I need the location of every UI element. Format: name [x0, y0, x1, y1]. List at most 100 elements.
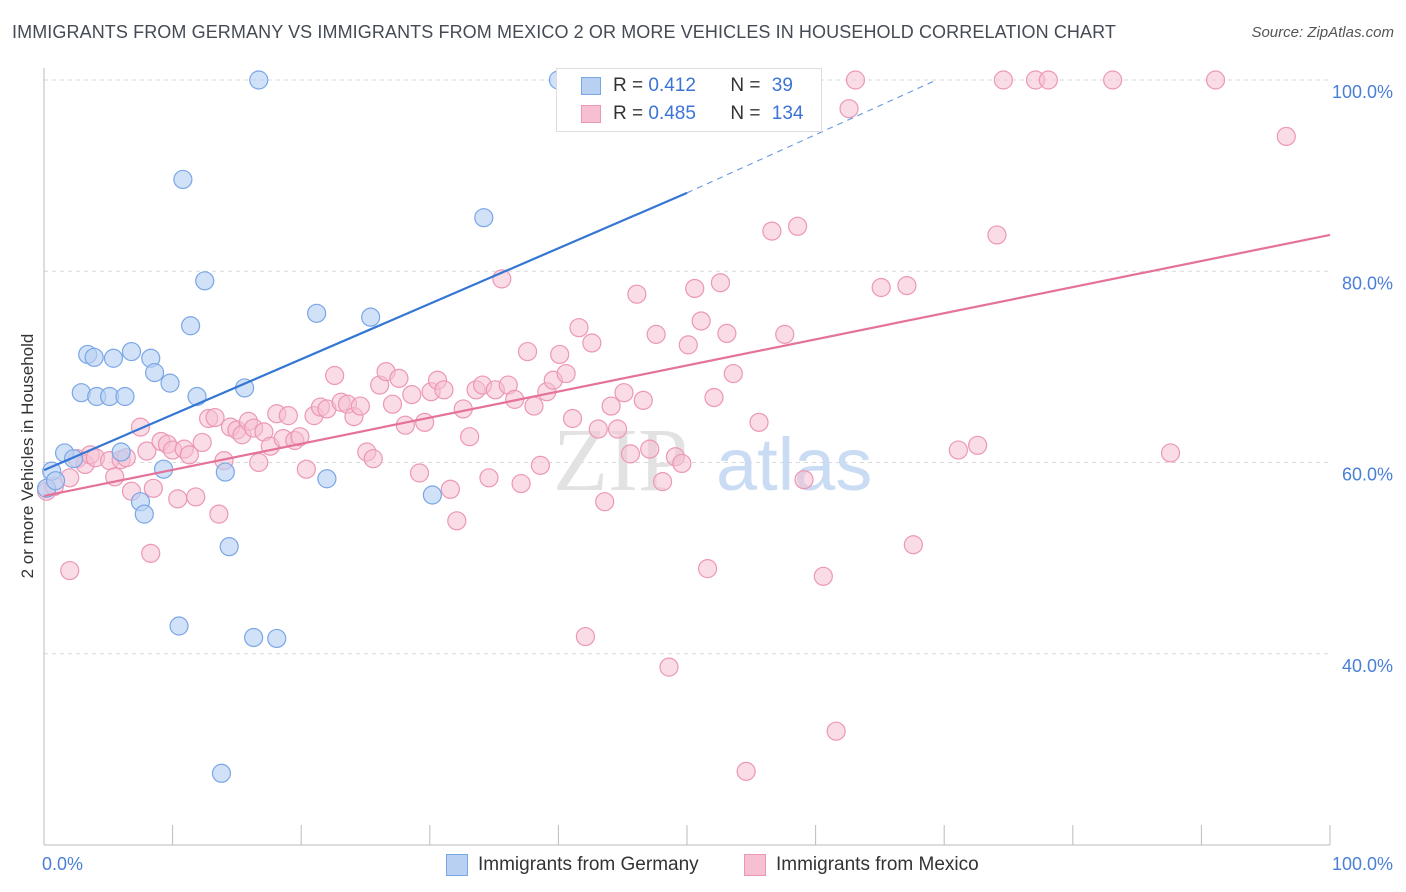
mexico-legend-label: Immigrants from Mexico: [776, 854, 979, 875]
mexico-point: [249, 452, 269, 473]
germany-point: [45, 471, 66, 491]
mexico-point: [794, 470, 814, 490]
germany-point: [169, 616, 189, 636]
mexico-point: [787, 216, 808, 236]
mexico-point: [749, 412, 769, 432]
y-tick-label: 100.0%: [1332, 82, 1393, 102]
germany-point: [219, 537, 239, 557]
mexico-point: [826, 721, 846, 741]
x-tick-label-end: 100.0%: [1332, 854, 1393, 874]
germany-point: [307, 303, 327, 323]
mexico-r-label: R =: [613, 103, 644, 124]
trend-lines: [43, 79, 1331, 498]
legend-row-germany: R = 0.412 N = 39: [557, 74, 793, 98]
mexico-point: [717, 323, 737, 344]
mexico-point: [550, 344, 570, 365]
y-tick-label: 60.0%: [1342, 465, 1393, 485]
mexico-point: [479, 468, 499, 488]
mexico-point: [839, 99, 859, 119]
mexico-n-value: 134: [771, 103, 804, 124]
mexico-point: [278, 406, 298, 426]
germany-point: [187, 386, 207, 407]
grid-lines: [44, 79, 1330, 655]
mexico-point: [143, 478, 163, 498]
mexico-point: [588, 419, 608, 439]
source-label: Source: ZipAtlas.com: [1251, 24, 1394, 41]
germany-point: [267, 628, 287, 649]
mexico-point: [130, 417, 151, 437]
germany-r-value: 0.412: [648, 75, 696, 96]
mexico-point: [517, 341, 538, 362]
mexico-point: [762, 221, 782, 241]
mexico-point: [395, 415, 415, 435]
germany-point: [422, 485, 442, 505]
germany-r-label: R =: [613, 75, 644, 96]
mexico-point: [556, 363, 576, 384]
x-tick-label-start: 0.0%: [42, 854, 83, 874]
mexico-point: [402, 385, 422, 405]
mexico-point: [1103, 70, 1123, 90]
chart-title: IMMIGRANTS FROM GERMANY VS IMMIGRANTS FR…: [12, 22, 1117, 42]
mexico-point: [897, 275, 917, 296]
legend-item-germany: Immigrants from Germany: [446, 852, 699, 878]
mexico-point: [968, 435, 988, 455]
germany-point: [215, 462, 235, 482]
mexico-point: [460, 427, 480, 447]
germany-point: [195, 271, 215, 291]
mexico-point: [871, 277, 891, 298]
stats-legend: R = 0.412 N = 39 R = 0.485 N = 134: [556, 68, 822, 132]
axes: [43, 68, 1331, 846]
germany-point: [153, 459, 174, 479]
germany-points: [36, 70, 661, 783]
mexico-point: [389, 368, 409, 388]
mexico-legend-swatch: [744, 854, 766, 876]
germany-point: [474, 208, 494, 228]
germany-point: [134, 504, 154, 524]
germany-point: [111, 442, 131, 462]
germany-point: [160, 373, 180, 393]
mexico-point: [697, 559, 718, 579]
germany-legend-swatch: [446, 854, 468, 876]
mexico-point: [903, 535, 923, 555]
mexico-point: [363, 449, 383, 469]
germany-point: [211, 763, 232, 783]
mexico-point: [325, 365, 345, 386]
germany-point: [361, 307, 381, 327]
mexico-point: [775, 324, 795, 344]
mexico-point: [415, 412, 435, 432]
y-tick-label: 80.0%: [1342, 273, 1393, 293]
mexico-point: [1160, 443, 1181, 463]
germany-point: [144, 363, 165, 383]
mexico-point: [440, 479, 460, 499]
mexico-point: [1205, 70, 1226, 90]
mexico-point: [192, 432, 212, 453]
mexico-point: [524, 396, 544, 416]
watermark-atlas: atlas: [716, 423, 872, 506]
mexico-point: [575, 626, 596, 647]
mexico-point: [447, 511, 467, 531]
mexico-point: [659, 657, 679, 677]
mexico-point: [60, 560, 80, 581]
tick-labels: 40.0% 60.0% 80.0% 100.0% 0.0% 100.0%: [42, 82, 1393, 874]
mexico-point: [704, 387, 724, 408]
germany-point: [103, 348, 124, 368]
mexico-point: [1276, 126, 1296, 147]
mexico-trend-line: [43, 233, 1331, 498]
mexico-point: [382, 394, 403, 414]
mexico-point: [607, 419, 628, 439]
mexico-r-value: 0.485: [648, 103, 696, 124]
mexico-point: [434, 380, 454, 400]
germany-swatch: [581, 77, 601, 95]
watermark: ZIP atlas: [553, 411, 872, 510]
germany-point: [317, 469, 337, 489]
germany-point: [181, 316, 201, 336]
mexico-point: [179, 445, 199, 465]
mexico-point: [614, 383, 634, 403]
mexico-point: [290, 427, 310, 447]
mexico-point: [723, 363, 743, 384]
germany-point: [244, 627, 264, 648]
legend-item-mexico: Immigrants from Mexico: [744, 852, 979, 878]
mexico-point: [168, 489, 188, 509]
germany-trend-extension: [686, 79, 937, 194]
